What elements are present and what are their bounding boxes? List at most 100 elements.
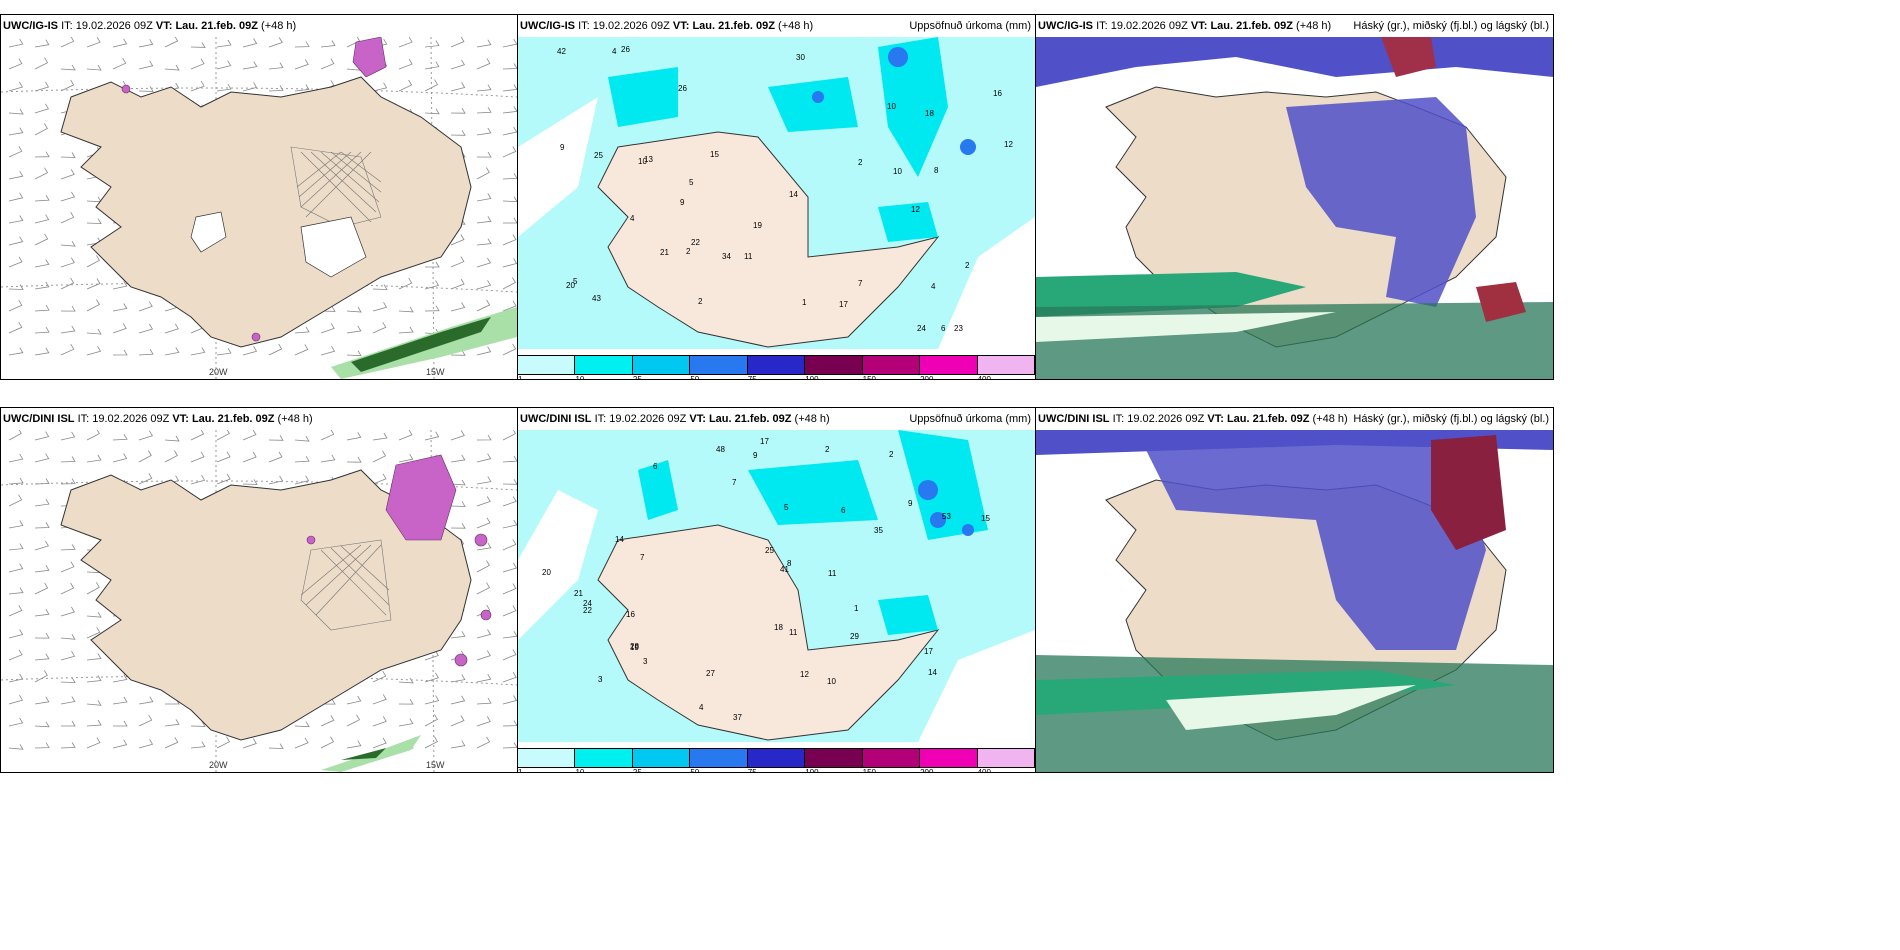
cloud-map	[1036, 430, 1553, 772]
colorbar-swatch	[632, 749, 691, 767]
wind-barb	[34, 151, 50, 158]
wind-barb	[164, 450, 178, 463]
precip-value-label: 2	[825, 445, 830, 454]
lead-time: (+48 h)	[1296, 20, 1332, 32]
wind-barb	[8, 38, 24, 48]
panel-r2c1: UWC/DINI ISL IT: 19.02.2026 09Z VT: Lau.…	[0, 407, 518, 773]
wind-barb	[34, 565, 50, 573]
vt-value: Lau. 21.feb. 09Z	[692, 20, 775, 32]
colorbar-tick-label: 150	[862, 375, 877, 380]
vt-label: VT:	[1190, 20, 1208, 32]
wind-barb	[476, 193, 492, 202]
colorbar-swatch	[977, 749, 1035, 767]
wind-barb	[502, 63, 517, 70]
wind-barb	[8, 127, 24, 136]
red-cloud	[1431, 435, 1506, 550]
it-label: IT:	[1096, 20, 1108, 32]
wind-barb	[502, 300, 517, 312]
wind-barb	[476, 167, 490, 180]
iceland-land	[60, 469, 472, 741]
wind-barb	[164, 64, 180, 71]
precip-value-label: 12	[1004, 140, 1013, 149]
colorbar-swatch	[920, 356, 978, 374]
wind-barb	[60, 343, 75, 356]
colorbar-tick-label: 10	[575, 768, 585, 773]
wind-barb	[476, 629, 492, 639]
precip-value-label: 20	[566, 281, 575, 290]
map-svg: 20W 15W	[1, 430, 517, 772]
panel-header: UWC/DINI ISL IT: 19.02.2026 09Z VT: Lau.…	[518, 408, 1035, 430]
precip-map: 3 2 6 9 11 7 16 28 53 35 21 17 29 41 37 48 14 20 19 4 10 9 7 8 2…	[518, 430, 1035, 742]
wind-barb	[34, 233, 49, 246]
panel-title: Háský (gr.), miðský (fj.bl.) og lágský (…	[1353, 20, 1549, 32]
wind-barb	[60, 191, 76, 202]
precip-value-label: 11	[828, 569, 837, 578]
precip-value-label: 6	[653, 462, 658, 471]
wind-barb	[502, 496, 517, 507]
colorbar-tick-label: 100	[805, 768, 819, 773]
wind-barb	[372, 432, 388, 441]
wind-barb	[450, 631, 466, 639]
wind-barb	[372, 716, 387, 727]
wind-barb	[398, 58, 413, 70]
wind-barb	[372, 694, 387, 705]
colorbar: 1 10 25 50 75 100 150 200 400	[518, 355, 1035, 380]
high-cloud-interior	[1286, 97, 1476, 307]
wind-barb	[424, 714, 438, 727]
precip-value-label: 12	[911, 205, 920, 214]
light-band	[1036, 312, 1336, 342]
wind-barb	[8, 430, 22, 441]
wind-barb	[372, 302, 388, 312]
map-svg: 20W 15W	[1, 37, 517, 379]
wind-barb	[8, 256, 23, 268]
wind-barb	[320, 345, 336, 356]
precip-value-label: 53	[942, 512, 951, 521]
wind-barb	[476, 542, 492, 551]
precip-value-label: 20	[542, 568, 551, 577]
red-cloud-east	[1476, 282, 1526, 322]
wind-barb	[372, 737, 387, 749]
wind-barb	[164, 719, 180, 727]
wind-barb	[294, 344, 309, 356]
it-label: IT:	[1112, 413, 1125, 425]
wind-barb	[34, 653, 50, 661]
wind-barb	[8, 477, 24, 485]
wind-barb	[346, 350, 362, 357]
wind-barb	[450, 522, 466, 529]
wind-barb	[60, 561, 75, 573]
wind-barb	[346, 740, 362, 749]
wind-barb	[8, 108, 24, 115]
colorbar-tick-label: 400	[977, 768, 991, 773]
wind-barb	[34, 742, 50, 749]
precip-value-label: 24	[917, 324, 926, 333]
precip-value-label: 9	[753, 451, 758, 460]
wind-barb	[34, 498, 50, 507]
colorbar-swatch	[690, 749, 748, 767]
map-svg: 3269117162853352117294137481420194109782…	[518, 430, 1035, 742]
precip-value-label: 1	[854, 604, 859, 613]
wind-barb	[34, 81, 50, 92]
it-label: IT:	[578, 20, 590, 32]
wind-barb	[502, 649, 517, 661]
wind-barb	[8, 215, 24, 224]
precip-value-label: 10	[638, 157, 647, 166]
colorbar-swatch	[575, 356, 633, 374]
wind-barb	[502, 605, 517, 617]
precip-value-label: 42	[557, 47, 566, 56]
precip-value-label: 10	[893, 167, 902, 176]
wind-barb	[190, 42, 206, 48]
wind-barb	[424, 108, 440, 115]
wind-barb	[34, 214, 50, 224]
wind-barb	[346, 456, 362, 463]
wind-barb	[112, 739, 128, 749]
wind-barb	[34, 696, 50, 705]
wind-barb	[372, 670, 387, 683]
model-name: UWC/DINI ISL	[520, 413, 592, 425]
wind-barb	[294, 84, 310, 92]
wind-barb	[450, 674, 466, 683]
hatch-areas	[290, 146, 382, 228]
blue-precip-blobs	[918, 480, 974, 536]
wind-barb	[112, 349, 128, 356]
wind-barb	[450, 234, 465, 246]
wind-barb	[424, 736, 438, 749]
